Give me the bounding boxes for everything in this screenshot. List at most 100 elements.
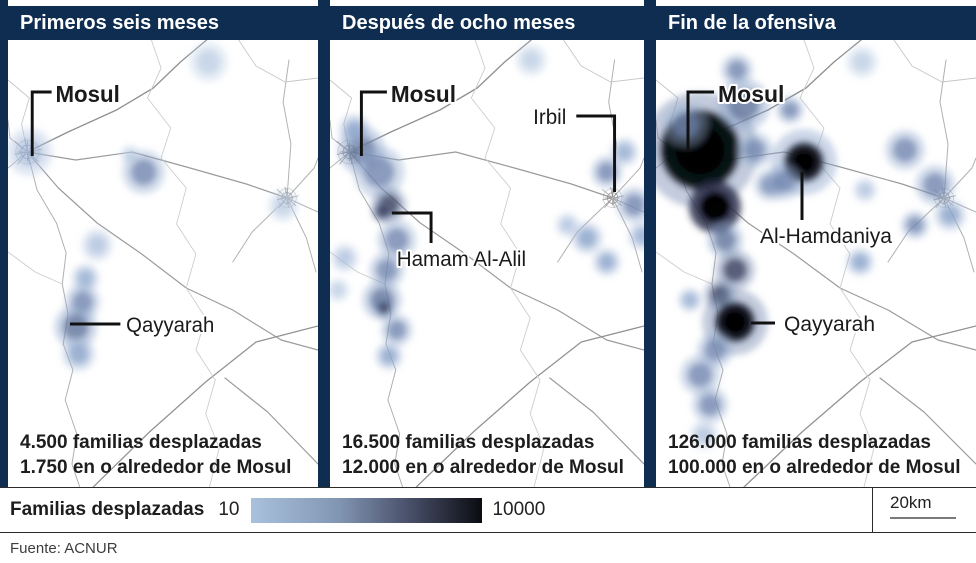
heat-blob-core <box>380 347 398 365</box>
heat-blob-core <box>923 173 947 197</box>
stats-block: 126.000 familias desplazadas 100.000 en … <box>668 430 961 480</box>
heat-blob-core <box>130 158 157 186</box>
heat-blob-core <box>688 363 712 387</box>
heat-blob-core <box>376 259 398 281</box>
heat-blob-core <box>598 253 615 271</box>
panel-title-text: Después de ocho meses <box>342 12 576 34</box>
heat-blob-core <box>851 253 869 271</box>
heat-blob-core <box>672 111 700 139</box>
map-label-mosul: Mosul <box>55 82 119 107</box>
heat-blob-core <box>699 394 721 416</box>
map-canvas: Mosul Al-Hamdaniya Qayyarah <box>656 40 976 487</box>
map-label-qayyarah: Qayyarah <box>126 314 214 337</box>
leader-line-hamam-al-alil <box>391 211 433 243</box>
map-canvas: Mosul Irbil Hamam Al-Alil <box>330 40 644 487</box>
heat-blob-core <box>77 269 94 287</box>
map-label-hamam-al-alil: Hamam Al-Alil <box>397 248 526 271</box>
heat-layer <box>330 44 644 370</box>
legend-title: Familias desplazadas <box>10 499 205 520</box>
scale-bar <box>890 517 956 519</box>
stats-mosul: 1.750 en o alrededor de Mosul <box>20 457 292 478</box>
leader-line-mosul <box>30 90 52 156</box>
annotation-layer: Mosul Qayyarah <box>30 80 216 339</box>
map-panels: Primeros seis meses Mosul Qayyarah 4.500 … <box>0 0 976 487</box>
heat-blob-core <box>87 235 107 255</box>
stats-total: 126.000 familias desplazadas <box>668 432 931 453</box>
source-row: Fuente: ACNUR <box>0 533 976 562</box>
heat-blob-core <box>378 302 390 314</box>
heat-blob-core <box>699 191 731 223</box>
heat-blob-core <box>616 143 633 161</box>
map-label-irbil: Irbil <box>533 106 566 129</box>
heat-blob-core <box>124 149 136 161</box>
panel-title-text: Primeros seis meses <box>20 12 220 34</box>
heat-blob-core <box>682 292 698 308</box>
heat-blob-core <box>852 52 872 72</box>
map-label-mosul: Mosul <box>718 81 784 107</box>
legend-max-value: 10000 <box>492 499 546 520</box>
panel-title-text: Fin de la ofensiva <box>668 12 836 34</box>
scale-label: 20km <box>890 493 932 512</box>
map-despues-de-ocho-meses: Mosul Irbil Hamam Al-Alil 16.500 familias … <box>330 40 644 487</box>
heat-blob-core <box>633 227 644 245</box>
heat-blob-core <box>577 228 597 248</box>
stats-mosul: 100.000 en o alrededor de Mosul <box>668 457 961 478</box>
annotation-layer: Mosul Irbil Hamam Al-Alil <box>359 79 617 273</box>
map-label-al-hamdaniya: Al-Hamdaniya <box>760 225 892 248</box>
heat-blob-core <box>906 216 924 234</box>
leader-line-mosul <box>359 90 387 156</box>
heat-blob-core <box>387 320 407 340</box>
heat-blob-core <box>336 249 353 267</box>
heat-blob-core <box>196 50 221 74</box>
panel-primeros-seis-meses: Primeros seis meses Mosul Qayyarah 4.500 … <box>0 0 318 487</box>
heat-blob-core <box>940 205 960 225</box>
heat-blob-core <box>723 258 747 282</box>
map-label-qayyarah: Qayyarah <box>784 313 875 336</box>
panel-title: Después de ocho meses <box>330 6 644 40</box>
legend-gradient-bar <box>251 497 483 523</box>
stats-total: 16.500 familias desplazadas <box>342 432 595 453</box>
stats-block: 16.500 familias desplazadas 12.000 en o … <box>342 430 624 480</box>
stats-mosul: 12.000 en o alrededor de Mosul <box>342 457 624 478</box>
heat-blob-core <box>744 139 766 161</box>
heat-layer <box>656 46 966 449</box>
heat-blob-core <box>723 310 747 334</box>
heat-blob-core <box>68 343 89 365</box>
leader-line-mosul <box>686 90 714 152</box>
heat-layer <box>8 42 299 371</box>
heat-blob-core <box>857 182 873 198</box>
map-canvas: Mosul Qayyarah <box>8 40 318 487</box>
heat-blob-core <box>623 194 644 216</box>
heat-blob-core <box>792 150 816 174</box>
heat-blob-core <box>384 228 409 252</box>
panel-title: Fin de la ofensiva <box>656 6 976 40</box>
map-fin-de-la-ofensiva: Mosul Al-Hamdaniya Qayyarah 126.000 famili… <box>656 40 976 487</box>
scale-box: 20km <box>872 488 976 532</box>
map-label-mosul: Mosul <box>391 81 456 107</box>
stats-block: 4.500 familias desplazadas 1.750 en o al… <box>20 430 291 480</box>
legend: Familias desplazadas 10 10000 20km <box>0 487 976 533</box>
heat-blob-core <box>15 137 44 167</box>
leader-line-irbil <box>576 114 617 192</box>
heat-blob-core <box>63 313 89 341</box>
heat-blob-core <box>363 156 395 188</box>
panel-title: Primeros seis meses <box>8 6 318 40</box>
heat-blob-core <box>376 206 388 218</box>
heat-blob-core <box>330 282 345 298</box>
heat-blob-core <box>704 339 726 361</box>
map-primeros-seis-meses: Mosul Qayyarah 4.500 familias desplazadas… <box>8 40 318 487</box>
heat-blob-core <box>781 101 799 119</box>
heat-blob-core <box>695 426 713 444</box>
heat-blob-core <box>728 89 760 121</box>
legend-min-value: 10 <box>218 499 240 520</box>
stats-total: 4.500 familias desplazadas <box>20 432 262 453</box>
heat-blob-core <box>893 138 917 162</box>
annotation-layer: Mosul Al-Hamdaniya Qayyarah <box>686 79 894 338</box>
heat-blob-core <box>560 217 575 233</box>
heat-blob-core <box>597 162 617 182</box>
heat-blob-core <box>273 196 293 216</box>
heat-blob-core <box>521 50 541 70</box>
source-text: Fuente: ACNUR <box>10 540 118 557</box>
panel-despues-de-ocho-meses: Después de ocho meses Mosul Irbil Hamam Al… <box>318 0 644 487</box>
